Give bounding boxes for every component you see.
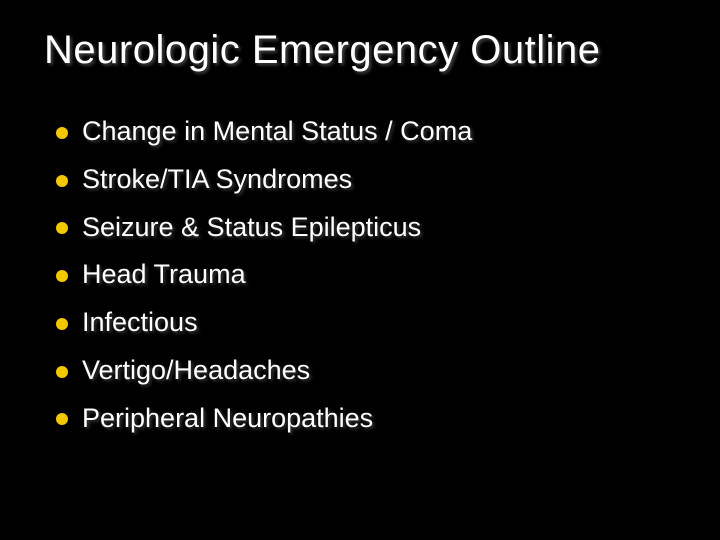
slide: Neurologic Emergency Outline Change in M… xyxy=(0,0,720,540)
bullet-text: Change in Mental Status / Coma xyxy=(82,115,472,149)
bullet-dot-icon xyxy=(56,175,68,187)
bullet-dot-icon xyxy=(56,318,68,330)
list-item: Peripheral Neuropathies xyxy=(56,402,676,436)
list-item: Infectious xyxy=(56,306,676,340)
bullet-text: Seizure & Status Epilepticus xyxy=(82,211,421,245)
bullet-dot-icon xyxy=(56,413,68,425)
bullet-text: Vertigo/Headaches xyxy=(82,354,310,388)
bullet-text: Stroke/TIA Syndromes xyxy=(82,163,352,197)
list-item: Head Trauma xyxy=(56,258,676,292)
bullet-dot-icon xyxy=(56,270,68,282)
bullet-list: Change in Mental Status / Coma Stroke/TI… xyxy=(44,115,676,435)
bullet-dot-icon xyxy=(56,366,68,378)
list-item: Change in Mental Status / Coma xyxy=(56,115,676,149)
bullet-text: Infectious xyxy=(82,306,198,340)
list-item: Vertigo/Headaches xyxy=(56,354,676,388)
bullet-dot-icon xyxy=(56,222,68,234)
bullet-text: Peripheral Neuropathies xyxy=(82,402,373,436)
bullet-text: Head Trauma xyxy=(82,258,246,292)
list-item: Stroke/TIA Syndromes xyxy=(56,163,676,197)
list-item: Seizure & Status Epilepticus xyxy=(56,211,676,245)
bullet-dot-icon xyxy=(56,127,68,139)
slide-title: Neurologic Emergency Outline xyxy=(44,28,676,73)
